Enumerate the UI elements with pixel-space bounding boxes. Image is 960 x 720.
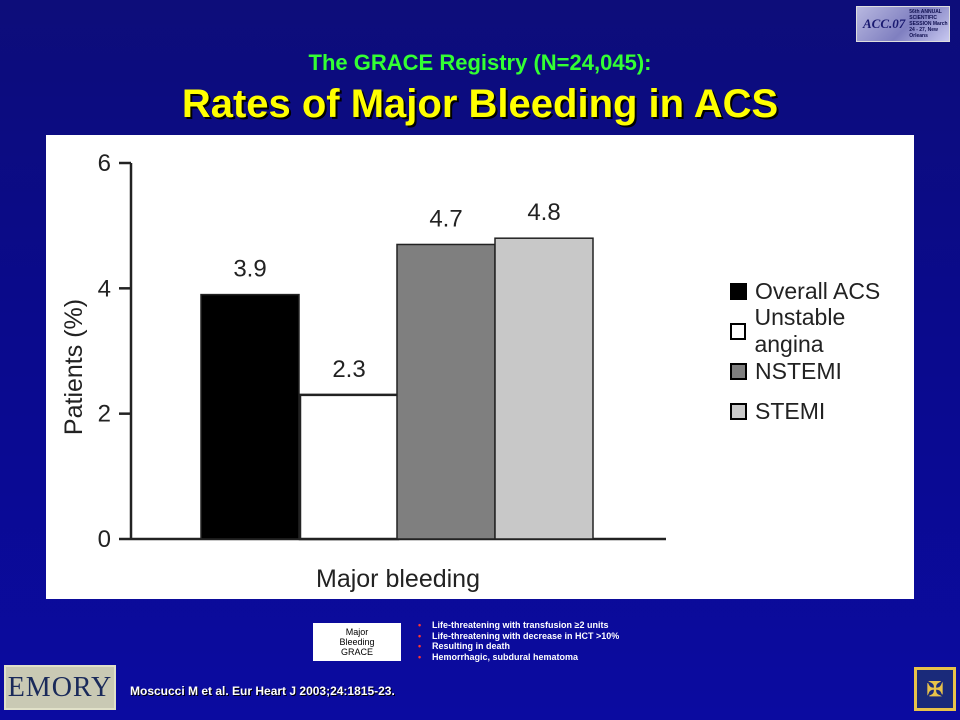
chart-legend: Overall ACS Unstable angina NSTEMI STEMI xyxy=(730,271,914,431)
shield-emblem: ✠ xyxy=(917,670,953,708)
legend-swatch xyxy=(730,362,747,380)
logo-text: 56th ANNUAL SCIENTIFIC SESSION March 24 … xyxy=(909,9,948,39)
legend-swatch xyxy=(730,322,747,340)
emory-logo: EMORY xyxy=(4,665,116,710)
legend-item: Overall ACS xyxy=(730,271,914,311)
legend-label: STEMI xyxy=(755,397,826,424)
bar-unstable-angina xyxy=(298,393,400,541)
list-item: Life-threatening with decrease in HCT >1… xyxy=(418,631,619,642)
legend-label: Overall ACS xyxy=(755,277,881,304)
legend-label: Unstable angina xyxy=(754,304,846,357)
list-item: Hemorrhagic, subdural hematoma xyxy=(418,652,619,663)
y-tick-label: 6 xyxy=(98,150,111,177)
legend-label: NSTEMI xyxy=(755,357,842,384)
logo-mark: ACC.07 xyxy=(863,16,906,31)
definition-box-line-2: Bleeding xyxy=(339,637,375,647)
x-axis-label: Major bleeding xyxy=(316,565,480,593)
y-tick-label: 0 xyxy=(98,526,111,553)
page-title: Rates of Major Bleeding in ACS xyxy=(181,82,779,126)
data-label: 2.3 xyxy=(332,356,365,383)
bar-nstemi xyxy=(396,243,496,540)
acc07-logo: ACC.07 56th ANNUAL SCIENTIFIC SESSION Ma… xyxy=(856,6,950,42)
y-tick-label: 2 xyxy=(98,401,111,428)
legend-item: NSTEMI xyxy=(730,351,914,391)
major-bleeding-definition-box: Major Bleeding GRACE xyxy=(313,623,401,661)
definition-criteria-list: Life-threatening with transfusion ≥2 uni… xyxy=(418,620,619,662)
data-label: 4.8 xyxy=(527,199,560,226)
list-item: Life-threatening with transfusion ≥2 uni… xyxy=(418,620,619,631)
chart-bars: 3.9 2.3 4.7 4.8 xyxy=(200,199,594,541)
legend-swatch xyxy=(730,402,747,420)
legend-item: Unstable angina xyxy=(730,304,914,357)
list-item: Resulting in death xyxy=(418,641,619,652)
y-axis-label: Patients (%) xyxy=(60,299,88,435)
emory-logo-text: EMORY xyxy=(7,671,113,703)
legend-swatch xyxy=(730,282,747,300)
emory-shield-icon: ✠ xyxy=(914,667,956,711)
chart-svg: 0 2 4 6 3.9 2.3 4.7 4.8 Patients (%) Major ble… xyxy=(60,150,666,593)
y-tick-label: 4 xyxy=(98,275,111,302)
citation: Moscucci M et al. Eur Heart J 2003;24:18… xyxy=(130,684,395,698)
legend-item: STEMI xyxy=(730,391,914,431)
bar-stemi xyxy=(494,237,594,540)
title-line-1: The GRACE Registry (N=24,045): xyxy=(308,50,652,75)
data-label: 4.7 xyxy=(429,205,462,232)
bar-chart: 0 2 4 6 3.9 2.3 4.7 4.8 Patients (%) Major ble… xyxy=(46,135,914,599)
bar-overall-acs xyxy=(200,293,300,540)
data-label: 3.9 xyxy=(233,256,266,283)
definition-box-line-1: Major xyxy=(345,627,369,637)
definition-box-line-3: GRACE xyxy=(340,647,373,657)
